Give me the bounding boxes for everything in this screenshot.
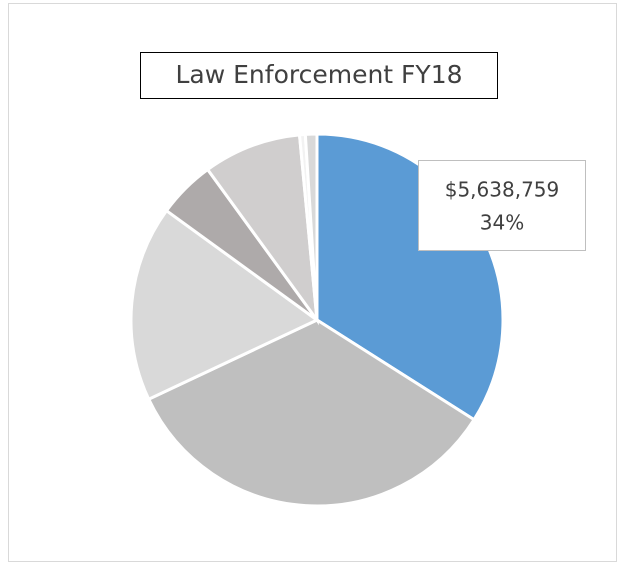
title-box [140,52,498,99]
data-label-box [418,160,586,251]
pie-slice [146,318,477,508]
data-label-percent: 34% [480,211,524,235]
pie-slice [129,208,320,402]
data-label-amount: $5,638,759 [445,178,560,202]
pie-slice [205,133,320,326]
pie-slice [303,132,319,321]
chart-title: Law Enforcement FY18 [175,60,462,89]
